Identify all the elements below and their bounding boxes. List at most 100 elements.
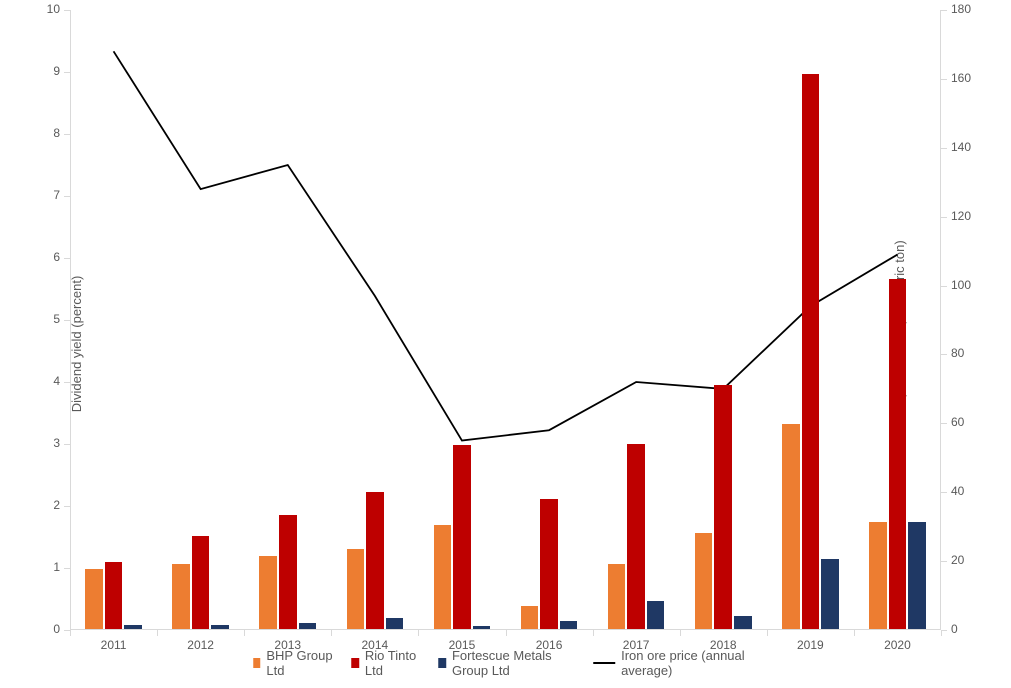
y-right-tick-label: 40: [951, 484, 981, 498]
y-right-tick: [941, 286, 947, 287]
y-left-tick-label: 8: [30, 126, 60, 140]
y-right-tick: [941, 217, 947, 218]
x-tick: [331, 630, 332, 636]
legend-label: BHP Group Ltd: [266, 648, 333, 678]
y-right-tick-label: 160: [951, 71, 981, 85]
y-left-tick: [64, 568, 70, 569]
bar: [908, 522, 926, 631]
x-tick: [157, 630, 158, 636]
bar: [347, 549, 365, 630]
y-left-tick-label: 2: [30, 498, 60, 512]
bar: [802, 74, 820, 630]
y-right-tick-label: 180: [951, 2, 981, 16]
x-tick-label: 2013: [274, 638, 301, 652]
bar: [627, 444, 645, 630]
legend-swatch: [351, 658, 359, 668]
x-tick: [418, 630, 419, 636]
y-left-tick-label: 6: [30, 250, 60, 264]
legend-item: Fortescue Metals Group Ltd: [438, 648, 575, 678]
y-right-tick: [941, 148, 947, 149]
x-tick: [506, 630, 507, 636]
bar: [453, 445, 471, 630]
y-left-tick-label: 5: [30, 312, 60, 326]
x-tick-label: 2016: [536, 638, 563, 652]
axis-line: [70, 10, 71, 630]
bar: [434, 525, 452, 630]
legend-swatch: [438, 658, 446, 668]
y-left-tick-label: 0: [30, 622, 60, 636]
y-right-tick-label: 120: [951, 209, 981, 223]
y-right-tick: [941, 561, 947, 562]
bar: [608, 564, 626, 630]
y-right-tick-label: 0: [951, 622, 981, 636]
y-right-tick: [941, 492, 947, 493]
chart-container: Dividend yield (percent) Iron ore ($US d…: [0, 0, 1011, 688]
legend-line-swatch: [594, 662, 616, 664]
x-tick-label: 2017: [623, 638, 650, 652]
legend-label: Iron ore price (annual average): [621, 648, 758, 678]
y-left-tick-label: 10: [30, 2, 60, 16]
legend-item: Rio Tinto Ltd: [351, 648, 420, 678]
plot-area: [70, 10, 941, 630]
bar: [782, 424, 800, 630]
legend-label: Rio Tinto Ltd: [365, 648, 420, 678]
y-left-tick: [64, 196, 70, 197]
bar: [259, 556, 277, 630]
x-tick: [854, 630, 855, 636]
y-left-tick: [64, 72, 70, 73]
x-tick: [70, 630, 71, 636]
bar: [869, 522, 887, 631]
y-left-tick: [64, 382, 70, 383]
bar: [734, 616, 752, 630]
y-left-tick: [64, 320, 70, 321]
y-left-tick: [64, 506, 70, 507]
y-left-tick: [64, 258, 70, 259]
y-right-tick-label: 20: [951, 553, 981, 567]
y-left-tick-label: 1: [30, 560, 60, 574]
y-right-tick-label: 60: [951, 415, 981, 429]
legend: BHP Group Ltd Rio Tinto Ltd Fortescue Meta…: [253, 648, 759, 678]
bar: [714, 385, 732, 630]
bar: [366, 492, 384, 630]
y-right-tick: [941, 79, 947, 80]
y-right-tick-label: 80: [951, 346, 981, 360]
x-tick: [767, 630, 768, 636]
y-left-tick-label: 4: [30, 374, 60, 388]
bar: [821, 559, 839, 630]
bar: [695, 533, 713, 630]
y-right-tick-label: 140: [951, 140, 981, 154]
bar: [889, 279, 907, 630]
axis-line: [940, 10, 941, 630]
x-tick: [680, 630, 681, 636]
y-right-tick-label: 100: [951, 278, 981, 292]
x-tick-label: 2020: [884, 638, 911, 652]
y-right-tick: [941, 423, 947, 424]
iron-ore-price-line: [114, 51, 898, 440]
bar: [540, 499, 558, 630]
x-tick-label: 2011: [101, 638, 127, 652]
bar: [521, 606, 539, 630]
x-tick: [941, 630, 942, 636]
x-tick-label: 2015: [449, 638, 476, 652]
x-tick-label: 2019: [797, 638, 824, 652]
bar: [85, 569, 103, 630]
x-tick: [593, 630, 594, 636]
x-tick-label: 2014: [361, 638, 388, 652]
y-left-tick-label: 9: [30, 64, 60, 78]
x-tick: [244, 630, 245, 636]
x-tick-label: 2012: [187, 638, 214, 652]
legend-swatch: [253, 658, 261, 668]
bar: [192, 536, 210, 630]
bar: [647, 601, 665, 630]
legend-item: BHP Group Ltd: [253, 648, 334, 678]
y-left-tick-label: 3: [30, 436, 60, 450]
bar: [105, 562, 123, 630]
y-left-tick: [64, 134, 70, 135]
bar: [279, 515, 297, 630]
legend-item: Iron ore price (annual average): [594, 648, 759, 678]
y-left-tick: [64, 444, 70, 445]
bar: [172, 564, 190, 630]
y-right-tick: [941, 10, 947, 11]
x-tick-label: 2018: [710, 638, 737, 652]
y-right-tick: [941, 354, 947, 355]
